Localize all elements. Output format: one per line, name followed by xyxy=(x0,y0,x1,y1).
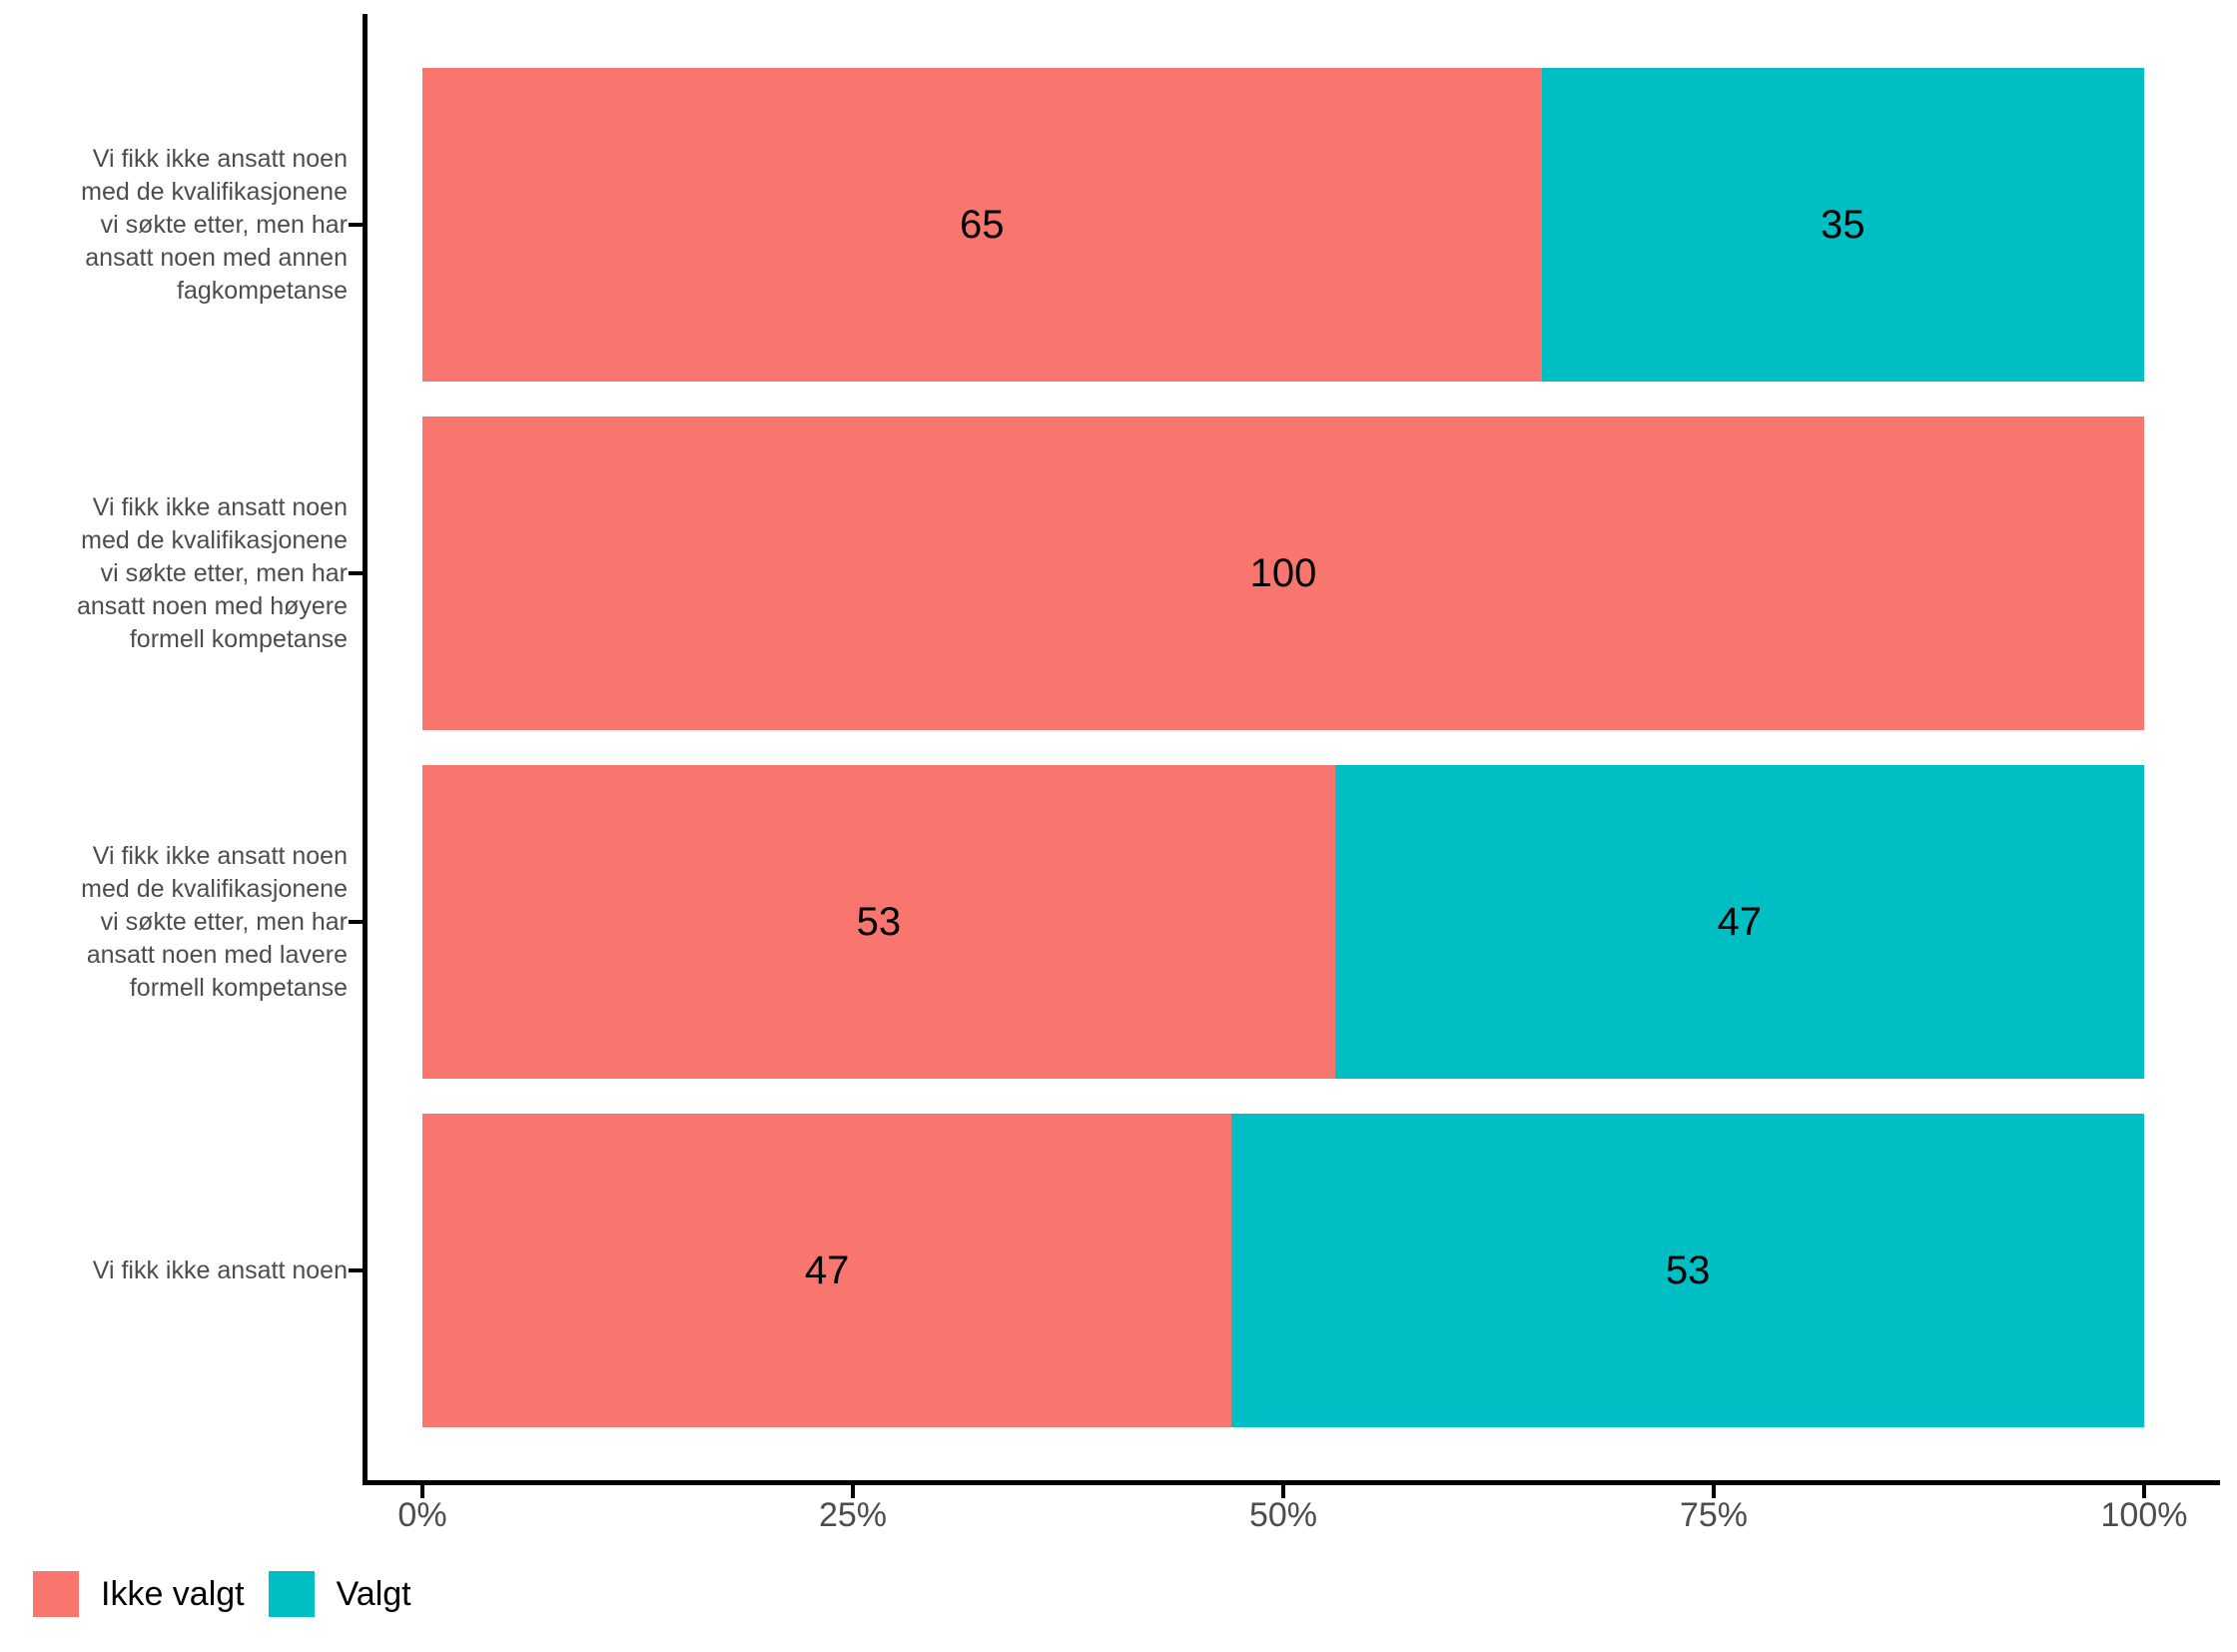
bar-segment-valgt: 35 xyxy=(1541,68,2144,382)
value-label: 100 xyxy=(1249,550,1317,595)
category-label: Vi fikk ikke ansatt noen med de kvalifik… xyxy=(77,492,348,653)
legend-swatch-valgt xyxy=(268,1571,315,1617)
x-axis-tick xyxy=(851,1485,855,1498)
x-axis-tick-label: 50% xyxy=(1248,1496,1318,1534)
value-label: 65 xyxy=(960,202,1005,247)
x-axis-tick-label: 75% xyxy=(1679,1496,1749,1534)
y-axis-line xyxy=(363,14,368,1485)
y-axis-tick xyxy=(349,920,363,924)
y-axis-tick xyxy=(349,223,363,227)
bar-segment-ikke-valgt: 100 xyxy=(422,416,2144,730)
x-axis-tick xyxy=(1281,1485,1285,1498)
bar-segment-valgt: 53 xyxy=(1231,1114,2144,1427)
legend-label: Ikke valgt xyxy=(101,1574,245,1613)
x-axis-tick xyxy=(420,1485,424,1498)
y-axis-tick xyxy=(349,571,363,575)
legend-label: Valgt xyxy=(336,1574,411,1613)
value-label: 35 xyxy=(1821,202,1865,247)
bar-segment-ikke-valgt: 47 xyxy=(422,1114,1232,1427)
bar-segment-ikke-valgt: 53 xyxy=(422,765,1335,1079)
bar-row: 47 53 xyxy=(422,1114,2144,1427)
legend-swatch-ikke-valgt xyxy=(33,1571,79,1617)
legend-item-valgt: Valgt xyxy=(268,1571,411,1617)
x-axis-tick xyxy=(1712,1485,1716,1498)
legend: Ikke valgt Valgt xyxy=(33,1571,411,1617)
value-label: 53 xyxy=(856,899,902,944)
value-label: 47 xyxy=(1717,899,1763,944)
y-axis-tick xyxy=(349,1268,363,1272)
bar-row: 53 47 xyxy=(422,765,2144,1079)
x-axis-tick xyxy=(2142,1485,2146,1498)
value-label: 53 xyxy=(1665,1247,1711,1292)
bar-segment-valgt: 47 xyxy=(1334,765,2144,1079)
bar-row: 65 35 xyxy=(422,68,2144,382)
x-axis-tick-label: 25% xyxy=(818,1496,888,1534)
value-label: 47 xyxy=(804,1247,850,1292)
x-axis-tick-label: 0% xyxy=(397,1496,447,1534)
x-axis-tick-label: 100% xyxy=(2100,1496,2188,1534)
category-label: Vi fikk ikke ansatt noen xyxy=(92,1255,348,1284)
x-axis-line xyxy=(363,1480,2220,1485)
category-label: Vi fikk ikke ansatt noen med de kvalifik… xyxy=(81,841,348,1002)
bar-row: 100 xyxy=(422,416,2144,730)
bar-segment-ikke-valgt: 65 xyxy=(422,68,1542,382)
legend-item-ikke-valgt: Ikke valgt xyxy=(33,1571,245,1617)
category-label: Vi fikk ikke ansatt noen med de kvalifik… xyxy=(81,144,348,305)
